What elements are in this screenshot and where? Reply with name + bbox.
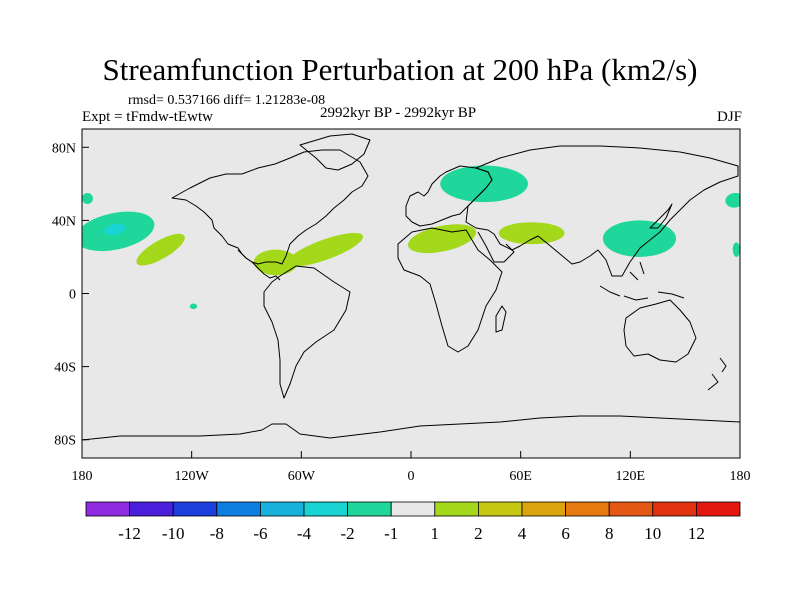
colorbar-swatch: [521, 501, 566, 517]
axis-layer: 80N 40N 0 40S 80S 180 120W 60W 0 60E 120E 180: [52, 141, 751, 484]
anomaly-layer: [82, 165, 740, 310]
colorbar-swatch: [129, 501, 174, 517]
colorbar-label: 4: [518, 524, 527, 543]
coast-madagascar: [495, 305, 507, 333]
colorbar-swatch: [85, 501, 130, 517]
coast-antarctica: [82, 415, 740, 441]
chart-title: Streamfunction Perturbation at 200 hPa (…: [102, 52, 698, 87]
lon-label: 120W: [175, 469, 210, 484]
map-background: [82, 129, 740, 458]
coast-indonesia: [599, 261, 685, 301]
anomaly-region: [602, 220, 677, 257]
anomaly-region: [136, 233, 185, 266]
coast-asia: [465, 145, 739, 277]
colorbar: -12 -10 -8 -6 -4 -2 -1 1 2 4 6 8 10 12: [85, 501, 741, 543]
colorbar-swatch: [608, 501, 654, 517]
lon-label: 60E: [509, 469, 532, 484]
lon-label: 60W: [288, 469, 316, 484]
period-label: 2992kyr BP - 2992kyr BP: [320, 105, 477, 121]
anomaly-region: [104, 223, 126, 236]
lat-label: 40N: [52, 214, 76, 229]
colorbar-swatch: [652, 501, 697, 517]
colorbar-swatch: [347, 501, 392, 517]
lon-label: 0: [408, 469, 415, 484]
colorbar-label: -2: [341, 524, 355, 543]
colorbar-label: -4: [297, 524, 312, 543]
colorbar-swatch: [216, 501, 261, 517]
lat-label: 80S: [54, 434, 76, 449]
coastlines: [82, 133, 740, 441]
anomaly-region: [725, 192, 740, 208]
coast-north-america: [171, 149, 369, 265]
colorbar-label: -8: [210, 524, 224, 543]
coast-south-america: [263, 265, 351, 399]
colorbar-label: -10: [162, 524, 185, 543]
season-label: DJF: [716, 109, 742, 125]
lat-label: 40S: [54, 361, 76, 376]
colorbar-label: 1: [431, 524, 440, 543]
coast-new-zealand: [707, 357, 727, 391]
colorbar-label: 8: [605, 524, 614, 543]
colorbar-swatch: [696, 501, 741, 517]
lat-label: 0: [69, 288, 76, 303]
lon-label: 120E: [616, 469, 646, 484]
colorbar-label: 10: [644, 524, 661, 543]
colorbar-swatch: [172, 501, 218, 517]
anomaly-region: [440, 165, 528, 203]
coast-central-america: [237, 249, 281, 281]
stats-text: rmsd= 0.537166 diff= 1.21283e-08: [128, 93, 326, 108]
anomaly-region: [189, 303, 198, 310]
coast-australia: [623, 299, 697, 363]
anomaly-region: [732, 242, 740, 257]
experiment-label: Expt = tFmdw-tEwtw: [82, 109, 213, 125]
lat-label: 80N: [52, 141, 76, 156]
colorbar-label: 6: [561, 524, 570, 543]
colorbar-label: 2: [474, 524, 483, 543]
coast-greenland: [299, 133, 371, 171]
lon-label: 180: [730, 469, 751, 484]
colorbar-label: 12: [688, 524, 705, 543]
coast-japan: [649, 203, 673, 229]
colorbar-swatch: [477, 501, 523, 517]
colorbar-swatch: [259, 501, 305, 517]
colorbar-swatch: [390, 501, 436, 517]
colorbar-label: -6: [253, 524, 267, 543]
anomaly-region: [82, 192, 93, 204]
anomaly-region: [498, 222, 565, 245]
colorbar-label: -12: [118, 524, 141, 543]
coast-africa: [397, 227, 503, 353]
colorbar-swatch: [434, 501, 479, 517]
coast-arabia: [477, 231, 515, 263]
lon-label: 180: [72, 469, 93, 484]
colorbar-swatch: [303, 501, 348, 517]
colorbar-swatch: [565, 501, 610, 517]
colorbar-label: -1: [384, 524, 398, 543]
anomaly-region: [287, 232, 364, 267]
